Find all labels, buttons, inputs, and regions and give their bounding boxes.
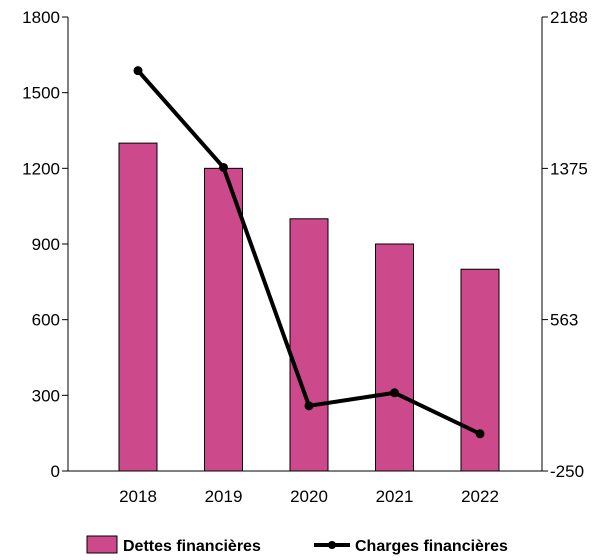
legend-label-charges: Charges financières (355, 538, 508, 555)
x-axis-tick-label: 2021 (376, 487, 414, 506)
left-axis-tick-label: 0 (51, 462, 60, 481)
right-axis-tick-label: -250 (550, 462, 584, 481)
bar-dettes-2022 (460, 268, 500, 472)
left-axis-tick-label: 300 (32, 386, 60, 405)
bar-dettes-2018 (118, 142, 158, 472)
x-axis-tick-label: 2020 (290, 487, 328, 506)
legend-label-dettes: Dettes financières (123, 538, 261, 555)
x-axis-tick-label: 2018 (119, 487, 157, 506)
legend: Dettes financières Charges financières (86, 535, 508, 555)
point-charges-2019 (219, 162, 228, 172)
bars-layer (118, 142, 500, 472)
line-layer (133, 66, 485, 439)
right-axis-tick-label: 1375 (550, 159, 588, 178)
tick-labels-layer: 0 300 600 900 1200 1500 1800 -250 563 1375 2188 201… (22, 8, 588, 506)
legend-marker-charges (328, 541, 336, 549)
left-axis-tick-label: 1500 (22, 84, 60, 103)
left-axis-tick-label: 900 (32, 235, 60, 254)
x-axis-tick-label: 2022 (461, 487, 499, 506)
point-charges-2020 (304, 401, 314, 411)
point-charges-2018 (133, 66, 143, 76)
right-axis-tick-label: 2188 (550, 8, 588, 27)
bar-dettes-2020 (289, 218, 329, 472)
right-axis-tick-label: 563 (550, 311, 578, 330)
x-axis-tick-label: 2019 (205, 487, 243, 506)
point-charges-2021 (390, 388, 399, 398)
left-axis-tick-label: 1800 (22, 8, 60, 27)
bar-dettes-2019 (204, 167, 243, 472)
legend-swatch-dettes (86, 535, 118, 554)
bar-dettes-2021 (375, 243, 414, 472)
left-axis-tick-label: 600 (32, 311, 60, 330)
point-charges-2022 (475, 429, 485, 439)
left-axis-tick-label: 1200 (22, 159, 60, 178)
